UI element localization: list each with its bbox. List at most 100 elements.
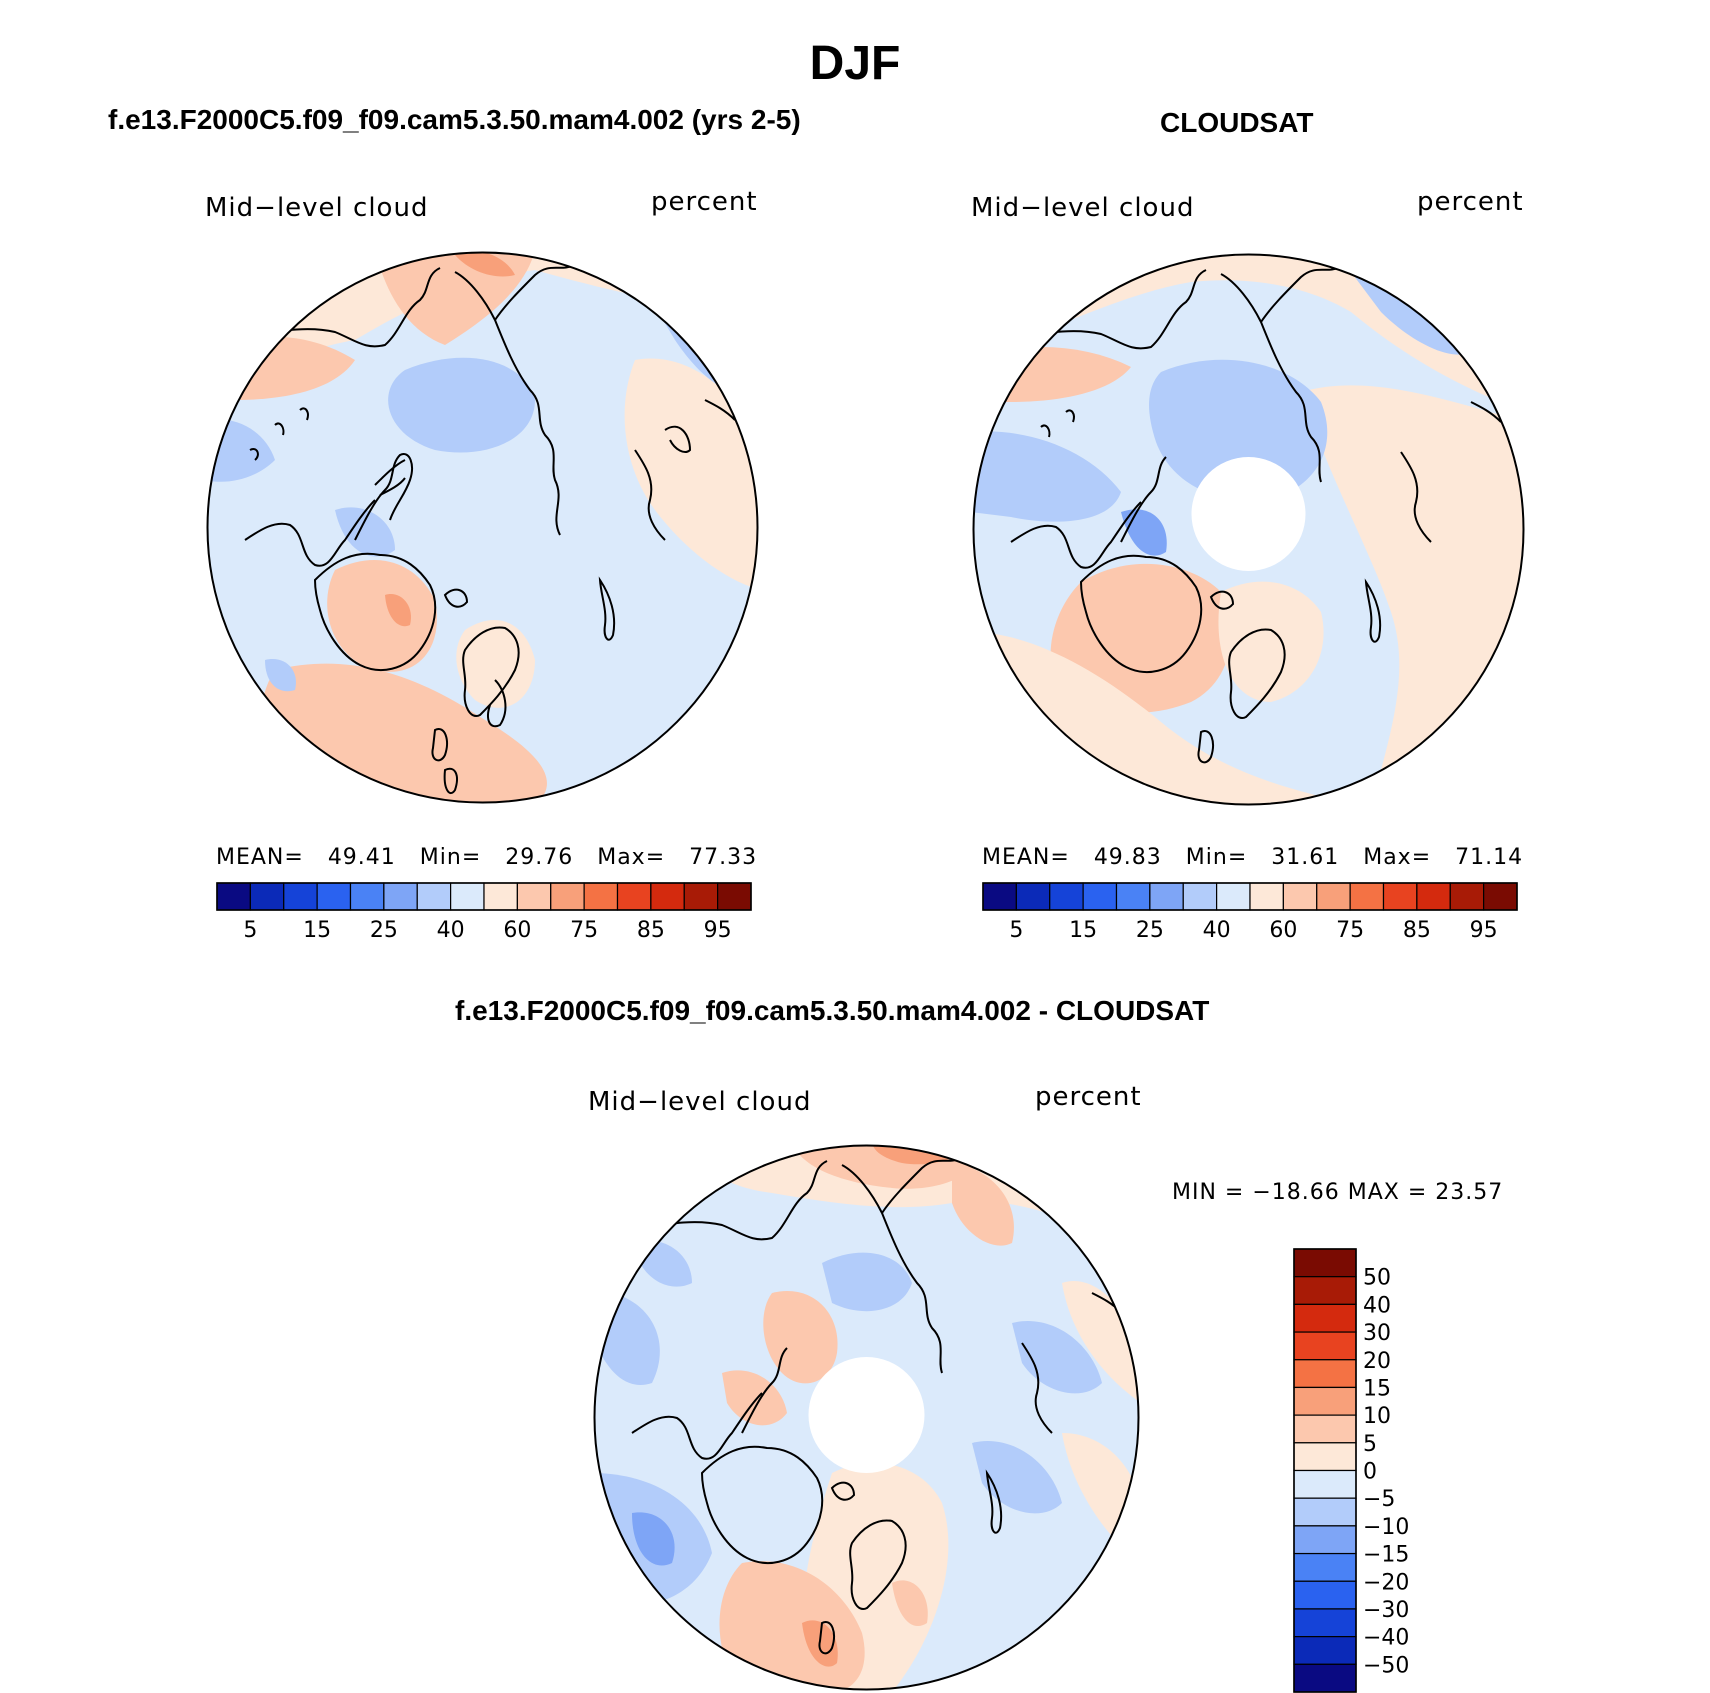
colorbar-tick-label: 5 (1009, 918, 1023, 943)
colorbar-swatch (1115, 882, 1151, 911)
colorbar-tick-label: 75 (1336, 918, 1364, 943)
colorbar-tick-label: 85 (637, 918, 665, 943)
colorbar-tick-label: −30 (1363, 1598, 1409, 1623)
mean-label: MEAN= (982, 845, 1070, 870)
panel-diff-variable-label: Mid−level cloud (588, 1087, 812, 1117)
colorbar-swatch (1416, 882, 1451, 911)
colorbar-swatch (1316, 882, 1351, 911)
colorbar-swatch (650, 882, 685, 911)
colorbar-tick-label: 40 (437, 918, 465, 943)
colorbar-swatch (1449, 882, 1485, 911)
colorbar-tick-label: 95 (1470, 918, 1498, 943)
panel-diff-header: f.e13.F2000C5.f09_f09.cam5.3.50.mam4.002… (455, 995, 1210, 1026)
colorbar-obs: 5 15 25 40 60 75 85 95 (982, 882, 1518, 943)
colorbar-swatch (1293, 1359, 1357, 1389)
colorbar-swatch (1483, 882, 1518, 911)
colorbar-swatch (349, 882, 385, 911)
colorbar-tick-label: 25 (370, 918, 398, 943)
colorbar-swatch (216, 882, 251, 911)
max-label: Max= (597, 845, 666, 870)
colorbar-swatch (1293, 1525, 1357, 1555)
colorbar-model: 5 15 25 40 60 75 85 95 (216, 882, 752, 943)
colorbar-tick-label: 75 (570, 918, 598, 943)
colorbar-swatch (1293, 1276, 1357, 1305)
colorbar-tick-label: 40 (1203, 918, 1231, 943)
colorbar-swatch (1216, 882, 1251, 911)
colorbar-swatch (1293, 1331, 1357, 1361)
colorbar-swatch (1249, 882, 1284, 911)
colorbar-tick-label: 25 (1136, 918, 1164, 943)
colorbar-tick-label: −40 (1363, 1626, 1409, 1651)
colorbar-tick-label: −10 (1363, 1515, 1409, 1540)
colorbar-swatch (717, 882, 752, 911)
colorbar-swatch (283, 882, 318, 911)
colorbar-swatch (982, 882, 1017, 911)
panel-model-header: f.e13.F2000C5.f09_f09.cam5.3.50.mam4.002… (108, 104, 801, 135)
panel-obs-variable-label: Mid−level cloud (971, 193, 1195, 223)
colorbar-swatch (1149, 882, 1184, 911)
colorbar-tick-label: 60 (503, 918, 531, 943)
colorbar-swatch (316, 882, 352, 911)
colorbar-swatch (1293, 1608, 1357, 1638)
panel-diff-stats: MIN = −18.66 MAX = 23.57 (1172, 1180, 1504, 1205)
min-value: 29.76 (505, 845, 574, 870)
colorbar-swatch (683, 882, 719, 911)
colorbar-swatch (1293, 1663, 1357, 1693)
colorbar-swatch (450, 882, 485, 911)
panel-model-stats: MEAN= 49.41 Min= 29.76 Max= 77.33 (216, 845, 757, 870)
min-value: 31.61 (1271, 845, 1340, 870)
panel-model-units-label: percent (651, 187, 758, 217)
colorbar-tick-label: 60 (1269, 918, 1297, 943)
colorbar-swatch (1082, 882, 1118, 911)
main-title: DJF (809, 37, 901, 90)
panel-obs-units-label: percent (1417, 187, 1524, 217)
panel-obs-header: CLOUDSAT (1160, 107, 1314, 138)
colorbar-swatch (1293, 1414, 1357, 1444)
colorbar-tick-label: −50 (1363, 1653, 1409, 1678)
colorbar-tick-label: 10 (1363, 1404, 1391, 1429)
colorbar-swatch (1349, 882, 1385, 911)
colorbar-swatch (1293, 1636, 1357, 1665)
colorbar-tick-label: −20 (1363, 1570, 1409, 1595)
panel-diff-units-label: percent (1035, 1082, 1142, 1112)
colorbar-tick-label: 15 (1069, 918, 1097, 943)
colorbar-swatch (483, 882, 518, 911)
polar-map-diff (593, 1144, 1140, 1691)
colorbar-tick-label: −5 (1363, 1487, 1395, 1512)
colorbar-swatch (516, 882, 552, 911)
max-value: 77.33 (689, 845, 758, 870)
colorbar-tick-label: 95 (704, 918, 732, 943)
colorbar-swatch (1015, 882, 1051, 911)
colorbar-swatch (1293, 1497, 1357, 1527)
colorbar-tick-label: 40 (1363, 1293, 1391, 1318)
colorbar-tick-label: 15 (303, 918, 331, 943)
colorbar-tick-label: 85 (1403, 918, 1431, 943)
colorbar-tick-label: 15 (1363, 1376, 1391, 1401)
colorbar-tick-label: 20 (1363, 1349, 1391, 1374)
colorbar-swatch (1182, 882, 1218, 911)
polar-map-obs (972, 253, 1525, 806)
colorbar-swatch (1282, 882, 1318, 911)
colorbar-swatch (1293, 1248, 1357, 1278)
mean-value: 49.41 (327, 845, 396, 870)
colorbar-swatch (1382, 882, 1418, 911)
colorbar-tick-label: −15 (1363, 1543, 1409, 1568)
min-label: Min= (1185, 845, 1248, 870)
colorbar-tick-label: 50 (1363, 1266, 1391, 1291)
colorbar-swatch (1293, 1580, 1357, 1610)
colorbar-swatch (249, 882, 285, 911)
mean-value: 49.83 (1093, 845, 1162, 870)
colorbar-swatch (1293, 1552, 1357, 1582)
colorbar-swatch (1293, 1442, 1357, 1472)
colorbar-swatch (616, 882, 652, 911)
colorbar-tick-label: 5 (1363, 1432, 1377, 1457)
colorbar-swatch (383, 882, 418, 911)
max-value: 71.14 (1455, 845, 1524, 870)
max-label: Max= (1363, 845, 1432, 870)
colorbar-swatch (550, 882, 585, 911)
colorbar-swatch (583, 882, 619, 911)
polar-map-model (206, 251, 759, 804)
colorbar-swatch (416, 882, 452, 911)
colorbar-swatch (1293, 1386, 1357, 1416)
